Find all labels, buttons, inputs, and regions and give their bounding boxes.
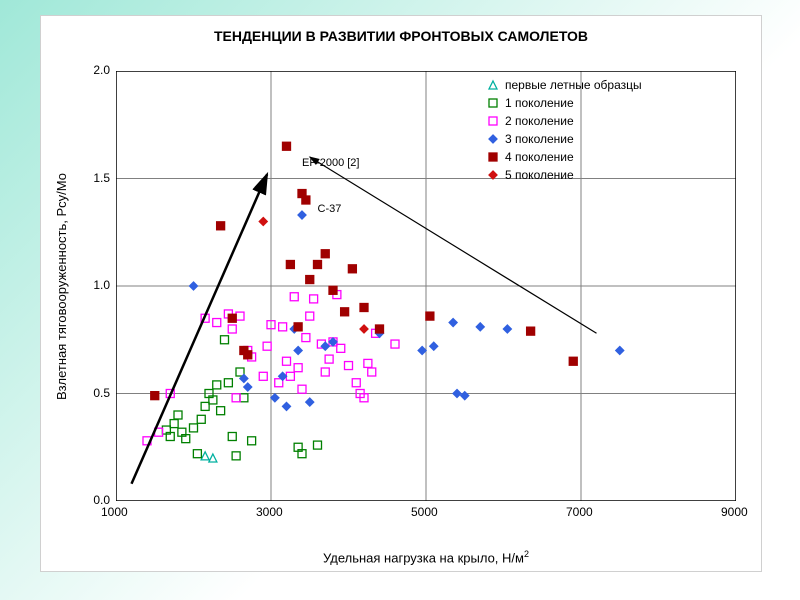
y-tick-label: 0.5 [93, 386, 110, 400]
x-axis-label: Удельная нагрузка на крыло, Н/м2 [116, 549, 736, 565]
legend-label: 3 поколение [505, 132, 574, 146]
legend-item: 4 поколение [481, 148, 642, 166]
y-tick-label: 2.0 [93, 63, 110, 77]
legend-item: 3 поколение [481, 130, 642, 148]
legend-item: 1 поколение [481, 94, 642, 112]
x-tick-label: 9000 [721, 505, 748, 519]
legend-label: 2 поколение [505, 114, 574, 128]
y-tick-label: 1.5 [93, 171, 110, 185]
trend-arrow [132, 174, 268, 484]
y-axis-label: Взлетная тяговооруженность, Рсу/Мо [51, 71, 71, 501]
point-annotation: EF-2000 [2] [302, 157, 359, 169]
chart-svg [116, 71, 736, 501]
legend-item: 5 поколение [481, 166, 642, 184]
legend-label: 5 поколение [505, 168, 574, 182]
legend: первые летные образцы 1 поколение 2 поколе… [481, 76, 642, 184]
legend-item: 2 поколение [481, 112, 642, 130]
plot-area [116, 71, 736, 501]
x-tick-label: 5000 [411, 505, 438, 519]
x-tick-label: 3000 [256, 505, 283, 519]
y-tick-label: 1.0 [93, 278, 110, 292]
x-tick-label: 7000 [566, 505, 593, 519]
chart-container: ТЕНДЕНЦИИ В РАЗВИТИИ ФРОНТОВЫХ САМОЛЕТОВ… [40, 15, 762, 572]
point-annotation: С-37 [318, 203, 342, 215]
chart-title: ТЕНДЕНЦИИ В РАЗВИТИИ ФРОНТОВЫХ САМОЛЕТОВ [41, 28, 761, 44]
y-tick-label: 0.0 [93, 493, 110, 507]
legend-item: первые летные образцы [481, 76, 642, 94]
legend-label: первые летные образцы [505, 78, 642, 92]
x-tick-label: 1000 [101, 505, 128, 519]
page-background: ТЕНДЕНЦИИ В РАЗВИТИИ ФРОНТОВЫХ САМОЛЕТОВ… [0, 0, 800, 600]
legend-label: 1 поколение [505, 96, 574, 110]
legend-label: 4 поколение [505, 150, 574, 164]
